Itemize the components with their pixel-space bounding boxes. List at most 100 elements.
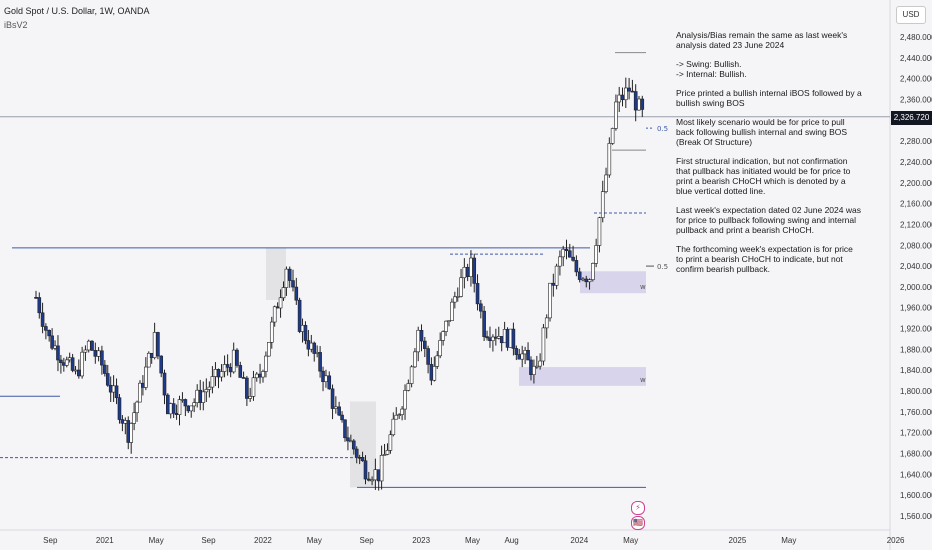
candle-body [376, 469, 381, 482]
candle-body [180, 399, 185, 401]
candle-body [129, 423, 133, 443]
candle-body [70, 357, 75, 371]
candle-body [346, 437, 350, 442]
x-tick-label: Aug [504, 536, 518, 545]
candle-body [382, 454, 387, 456]
candle-body [254, 373, 259, 379]
note-1: Analysis/Bias remain the same as last we… [676, 30, 848, 50]
candle-body [174, 412, 179, 415]
candle-body [100, 350, 104, 366]
candle-body [627, 87, 631, 92]
candle-body [334, 406, 338, 409]
range-shade-2022 [266, 247, 286, 300]
candle-body [511, 328, 516, 349]
candle-body [357, 457, 362, 459]
fib-upper-label: 0.5 [657, 125, 668, 133]
candle-body [577, 271, 582, 280]
candle-body [245, 377, 249, 399]
x-tick-label: May [149, 536, 164, 545]
candle-body [258, 373, 262, 378]
candle-body [633, 91, 638, 111]
symbol-title[interactable]: Gold Spot / U.S. Dollar, 1W, OANDA [4, 6, 150, 16]
candle-body [465, 266, 470, 277]
candle-body [526, 350, 530, 361]
candle-body [429, 364, 434, 381]
candle-body [450, 301, 454, 321]
y-tick-label: 2,160.000 [900, 200, 932, 209]
candle-body [499, 336, 504, 344]
demand-zone-lower [519, 367, 646, 386]
flash-icon[interactable]: ⚡ [631, 501, 645, 515]
candle-body [514, 348, 519, 355]
candle-body [441, 331, 445, 341]
candle-body [459, 277, 463, 297]
candle-body [520, 353, 524, 360]
candle-body [388, 434, 393, 451]
x-tick-label: Sep [360, 536, 375, 545]
flag-icon[interactable]: 🇺🇸 [631, 516, 645, 530]
candle-body [366, 478, 371, 481]
candle-body [294, 286, 299, 301]
candle-body [385, 450, 390, 455]
candle-body [228, 367, 233, 373]
candle-body [126, 420, 131, 443]
x-tick-label: 2023 [412, 536, 430, 545]
candle-body [554, 265, 559, 286]
candle-body [261, 371, 265, 378]
y-tick-label: 2,120.000 [900, 220, 932, 229]
candle-body [435, 355, 440, 367]
candle-body [370, 479, 374, 482]
candle-body [67, 357, 72, 361]
candle-body [149, 352, 154, 358]
candle-body [494, 336, 498, 339]
candle-body [321, 370, 325, 383]
last-price-label: 2,326.720 [891, 111, 932, 125]
candle-body [444, 320, 448, 332]
y-tick-label: 2,400.000 [900, 75, 932, 84]
candle-body [617, 94, 622, 103]
candle-body [558, 256, 562, 267]
candle-body [186, 405, 191, 412]
candle-body [287, 268, 292, 281]
x-tick-label: 2022 [254, 536, 272, 545]
candle-body [303, 324, 308, 341]
candle-body [491, 336, 495, 341]
candle-body [508, 328, 513, 348]
candle-body [269, 321, 274, 343]
candle-body [529, 359, 533, 375]
candle-body [225, 364, 230, 368]
indicator-label[interactable]: iBsV2 [4, 20, 28, 30]
candle-body [204, 389, 209, 393]
y-tick-label: 1,960.000 [900, 304, 932, 313]
candle-body [564, 248, 569, 252]
x-tick-label: May [781, 536, 796, 545]
candle-body [567, 250, 572, 258]
candle-body [351, 440, 356, 450]
note-5: First structural indication, but not con… [676, 156, 851, 196]
candle-body [297, 299, 302, 332]
candle-body [620, 94, 625, 101]
candle-body [315, 352, 319, 354]
candle-body [462, 266, 467, 279]
note-4: Most likely scenario would be for price … [676, 117, 848, 147]
candle-body [83, 349, 88, 353]
x-tick-label: May [623, 536, 638, 545]
candle-body [349, 440, 353, 443]
note-7: The forthcoming week's expectation is fo… [676, 244, 853, 274]
candle-body [496, 336, 501, 339]
candle-body [103, 364, 107, 374]
candle-body [251, 377, 256, 397]
candle-body [306, 340, 311, 350]
candle-body [267, 342, 271, 357]
candle-body [37, 297, 42, 314]
candle-body [517, 354, 522, 360]
candle-body [630, 90, 635, 93]
candle-body [144, 366, 148, 388]
candle-body [327, 375, 332, 390]
candle-body [275, 306, 280, 309]
currency-button[interactable]: USD [896, 6, 926, 24]
candle-body [610, 128, 615, 144]
analysis-notes: Analysis/Bias remain the same as last we… [676, 30, 862, 283]
candle-body [584, 278, 589, 283]
